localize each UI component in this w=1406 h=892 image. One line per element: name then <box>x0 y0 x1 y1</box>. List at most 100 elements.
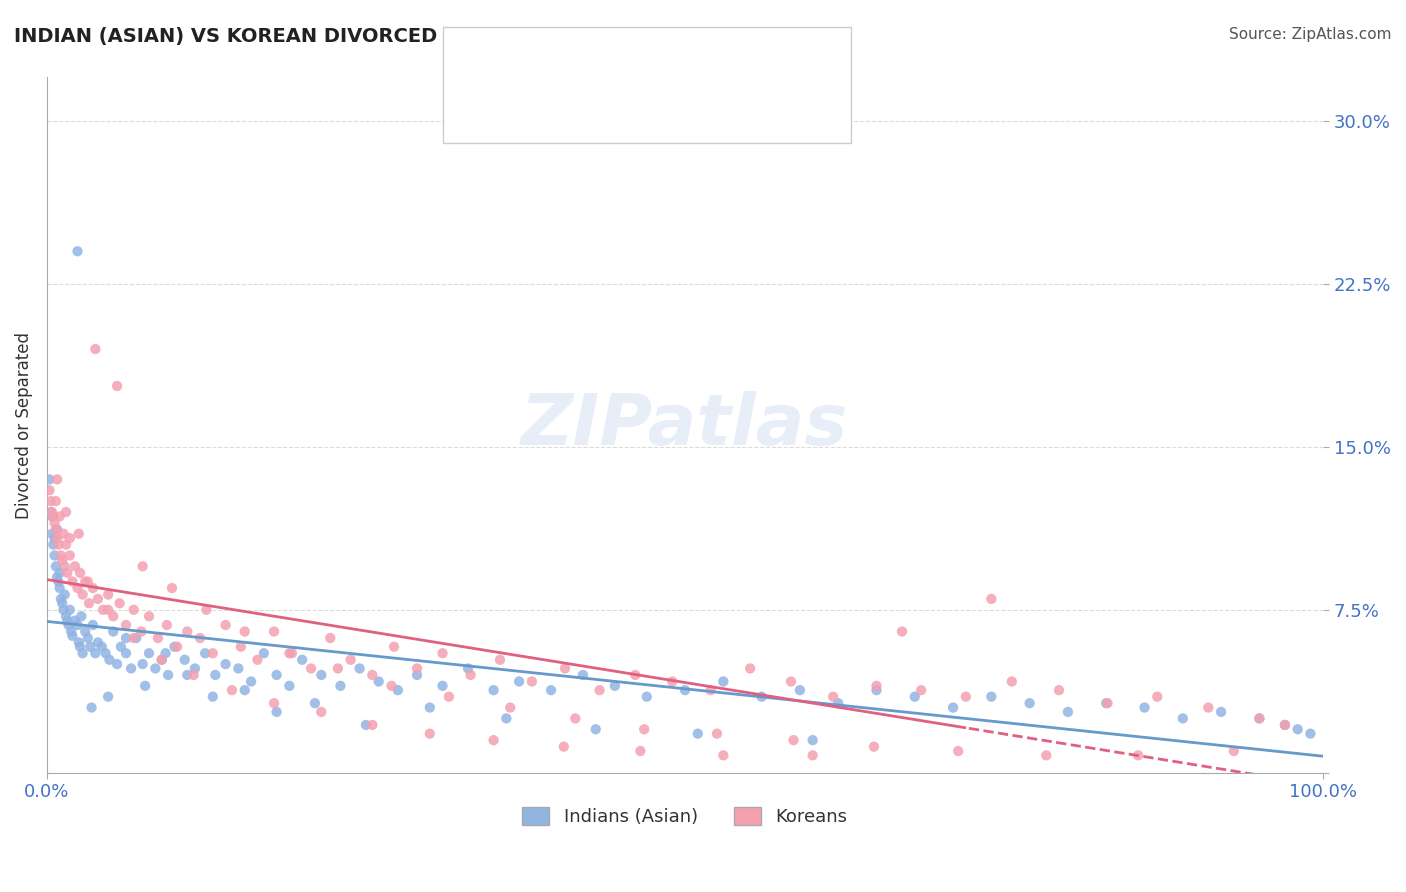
Point <box>63 559 86 574</box>
Point <box>120 661 142 675</box>
Point <box>166 640 188 654</box>
Point <box>173 653 195 667</box>
Point <box>865 683 887 698</box>
Point <box>176 668 198 682</box>
Point <box>204 668 226 682</box>
Point <box>228 661 250 675</box>
Point <box>266 668 288 682</box>
Point <box>387 683 409 698</box>
Point <box>827 696 849 710</box>
Point <box>304 696 326 710</box>
Point <box>150 653 173 667</box>
Point <box>84 342 107 356</box>
Point <box>863 739 886 754</box>
Point <box>910 683 932 698</box>
Point <box>711 748 734 763</box>
Point <box>51 596 73 610</box>
Point <box>266 705 288 719</box>
Point <box>339 653 361 667</box>
Point <box>221 683 243 698</box>
Y-axis label: Divorced or Separated: Divorced or Separated <box>15 332 32 518</box>
Point <box>201 690 224 704</box>
Point <box>1197 700 1219 714</box>
Point <box>188 631 211 645</box>
Point <box>508 674 530 689</box>
Point <box>1133 700 1156 714</box>
Point <box>184 661 207 675</box>
Point <box>311 668 333 682</box>
Point <box>240 674 263 689</box>
Point <box>673 683 696 698</box>
Point <box>59 531 82 545</box>
Point <box>67 635 90 649</box>
Point <box>45 559 67 574</box>
Point <box>53 559 76 574</box>
Point <box>349 661 371 675</box>
Point <box>482 733 505 747</box>
Point <box>540 683 562 698</box>
Point <box>740 661 762 675</box>
Point <box>1299 726 1322 740</box>
Point <box>406 661 429 675</box>
Point <box>489 653 512 667</box>
Text: Source: ZipAtlas.com: Source: ZipAtlas.com <box>1229 27 1392 42</box>
Point <box>229 640 252 654</box>
Point <box>980 591 1002 606</box>
Point <box>1035 748 1057 763</box>
Point <box>633 723 655 737</box>
Point <box>278 679 301 693</box>
Point <box>326 661 349 675</box>
Point <box>75 574 97 589</box>
Point <box>105 379 128 393</box>
Point <box>55 609 77 624</box>
Point <box>134 679 156 693</box>
Point <box>110 640 132 654</box>
Point <box>482 683 505 698</box>
Point <box>146 631 169 645</box>
Point <box>382 640 405 654</box>
Point <box>706 726 728 740</box>
Point <box>138 646 160 660</box>
Point <box>789 683 811 698</box>
Point <box>41 509 63 524</box>
Point <box>48 538 70 552</box>
Point <box>603 679 626 693</box>
Point <box>1274 718 1296 732</box>
Point <box>58 618 80 632</box>
Point <box>52 603 75 617</box>
Point <box>214 657 236 672</box>
Point <box>1097 696 1119 710</box>
Point <box>233 683 256 698</box>
Point <box>751 690 773 704</box>
Point <box>48 581 70 595</box>
Point <box>160 581 183 595</box>
Point <box>84 646 107 660</box>
Point <box>69 640 91 654</box>
Point <box>1171 711 1194 725</box>
Point <box>281 646 304 660</box>
Point <box>319 631 342 645</box>
Point <box>432 646 454 660</box>
Point <box>1146 690 1168 704</box>
Point <box>782 733 804 747</box>
Point <box>553 739 575 754</box>
Point <box>564 711 586 725</box>
Point <box>942 700 965 714</box>
Point <box>367 674 389 689</box>
Point <box>1018 696 1040 710</box>
Point <box>711 674 734 689</box>
Point <box>131 624 153 639</box>
Point <box>194 646 217 660</box>
Point <box>55 538 77 552</box>
Point <box>48 566 70 580</box>
Point <box>91 603 114 617</box>
Point <box>103 609 125 624</box>
Point <box>946 744 969 758</box>
Point <box>661 674 683 689</box>
Point <box>380 679 402 693</box>
Point <box>46 522 69 536</box>
Point <box>176 624 198 639</box>
Point <box>72 646 94 660</box>
Point <box>955 690 977 704</box>
Point <box>39 505 62 519</box>
